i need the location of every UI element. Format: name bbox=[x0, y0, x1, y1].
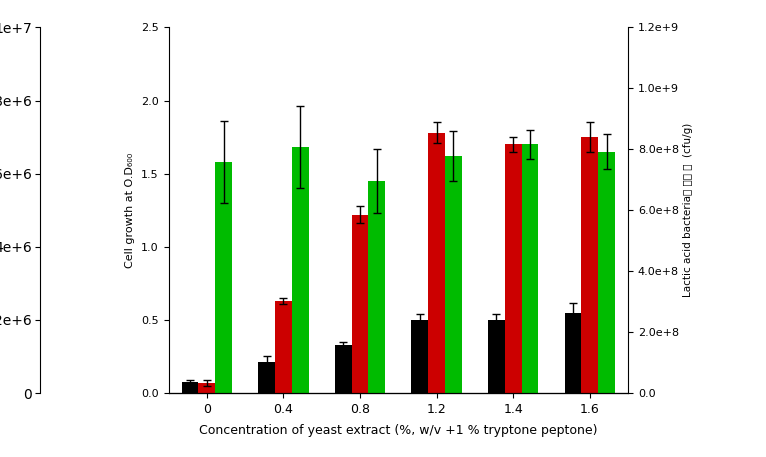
Bar bbox=[182, 382, 198, 393]
Bar bbox=[411, 320, 428, 393]
Bar bbox=[292, 147, 309, 393]
X-axis label: Concentration of yeast extract (%, w/v +1 % tryptone peptone): Concentration of yeast extract (%, w/v +… bbox=[199, 424, 597, 437]
Bar bbox=[488, 320, 505, 393]
Bar bbox=[522, 144, 538, 393]
Bar bbox=[198, 383, 215, 393]
Bar bbox=[581, 137, 598, 393]
Bar bbox=[352, 215, 368, 393]
Bar bbox=[505, 144, 522, 393]
Y-axis label: Cell growth at O.D₆₀₀: Cell growth at O.D₆₀₀ bbox=[126, 153, 136, 268]
Bar bbox=[428, 133, 445, 393]
Bar bbox=[445, 156, 462, 393]
Y-axis label: Lactic acid bacteria의 균체 수  (cfu/g): Lactic acid bacteria의 균체 수 (cfu/g) bbox=[683, 123, 693, 298]
Bar bbox=[335, 345, 352, 393]
Bar bbox=[275, 301, 292, 393]
Bar bbox=[368, 181, 385, 393]
Bar bbox=[215, 162, 232, 393]
Bar bbox=[258, 362, 275, 393]
Bar bbox=[598, 152, 615, 393]
Bar bbox=[565, 313, 581, 393]
